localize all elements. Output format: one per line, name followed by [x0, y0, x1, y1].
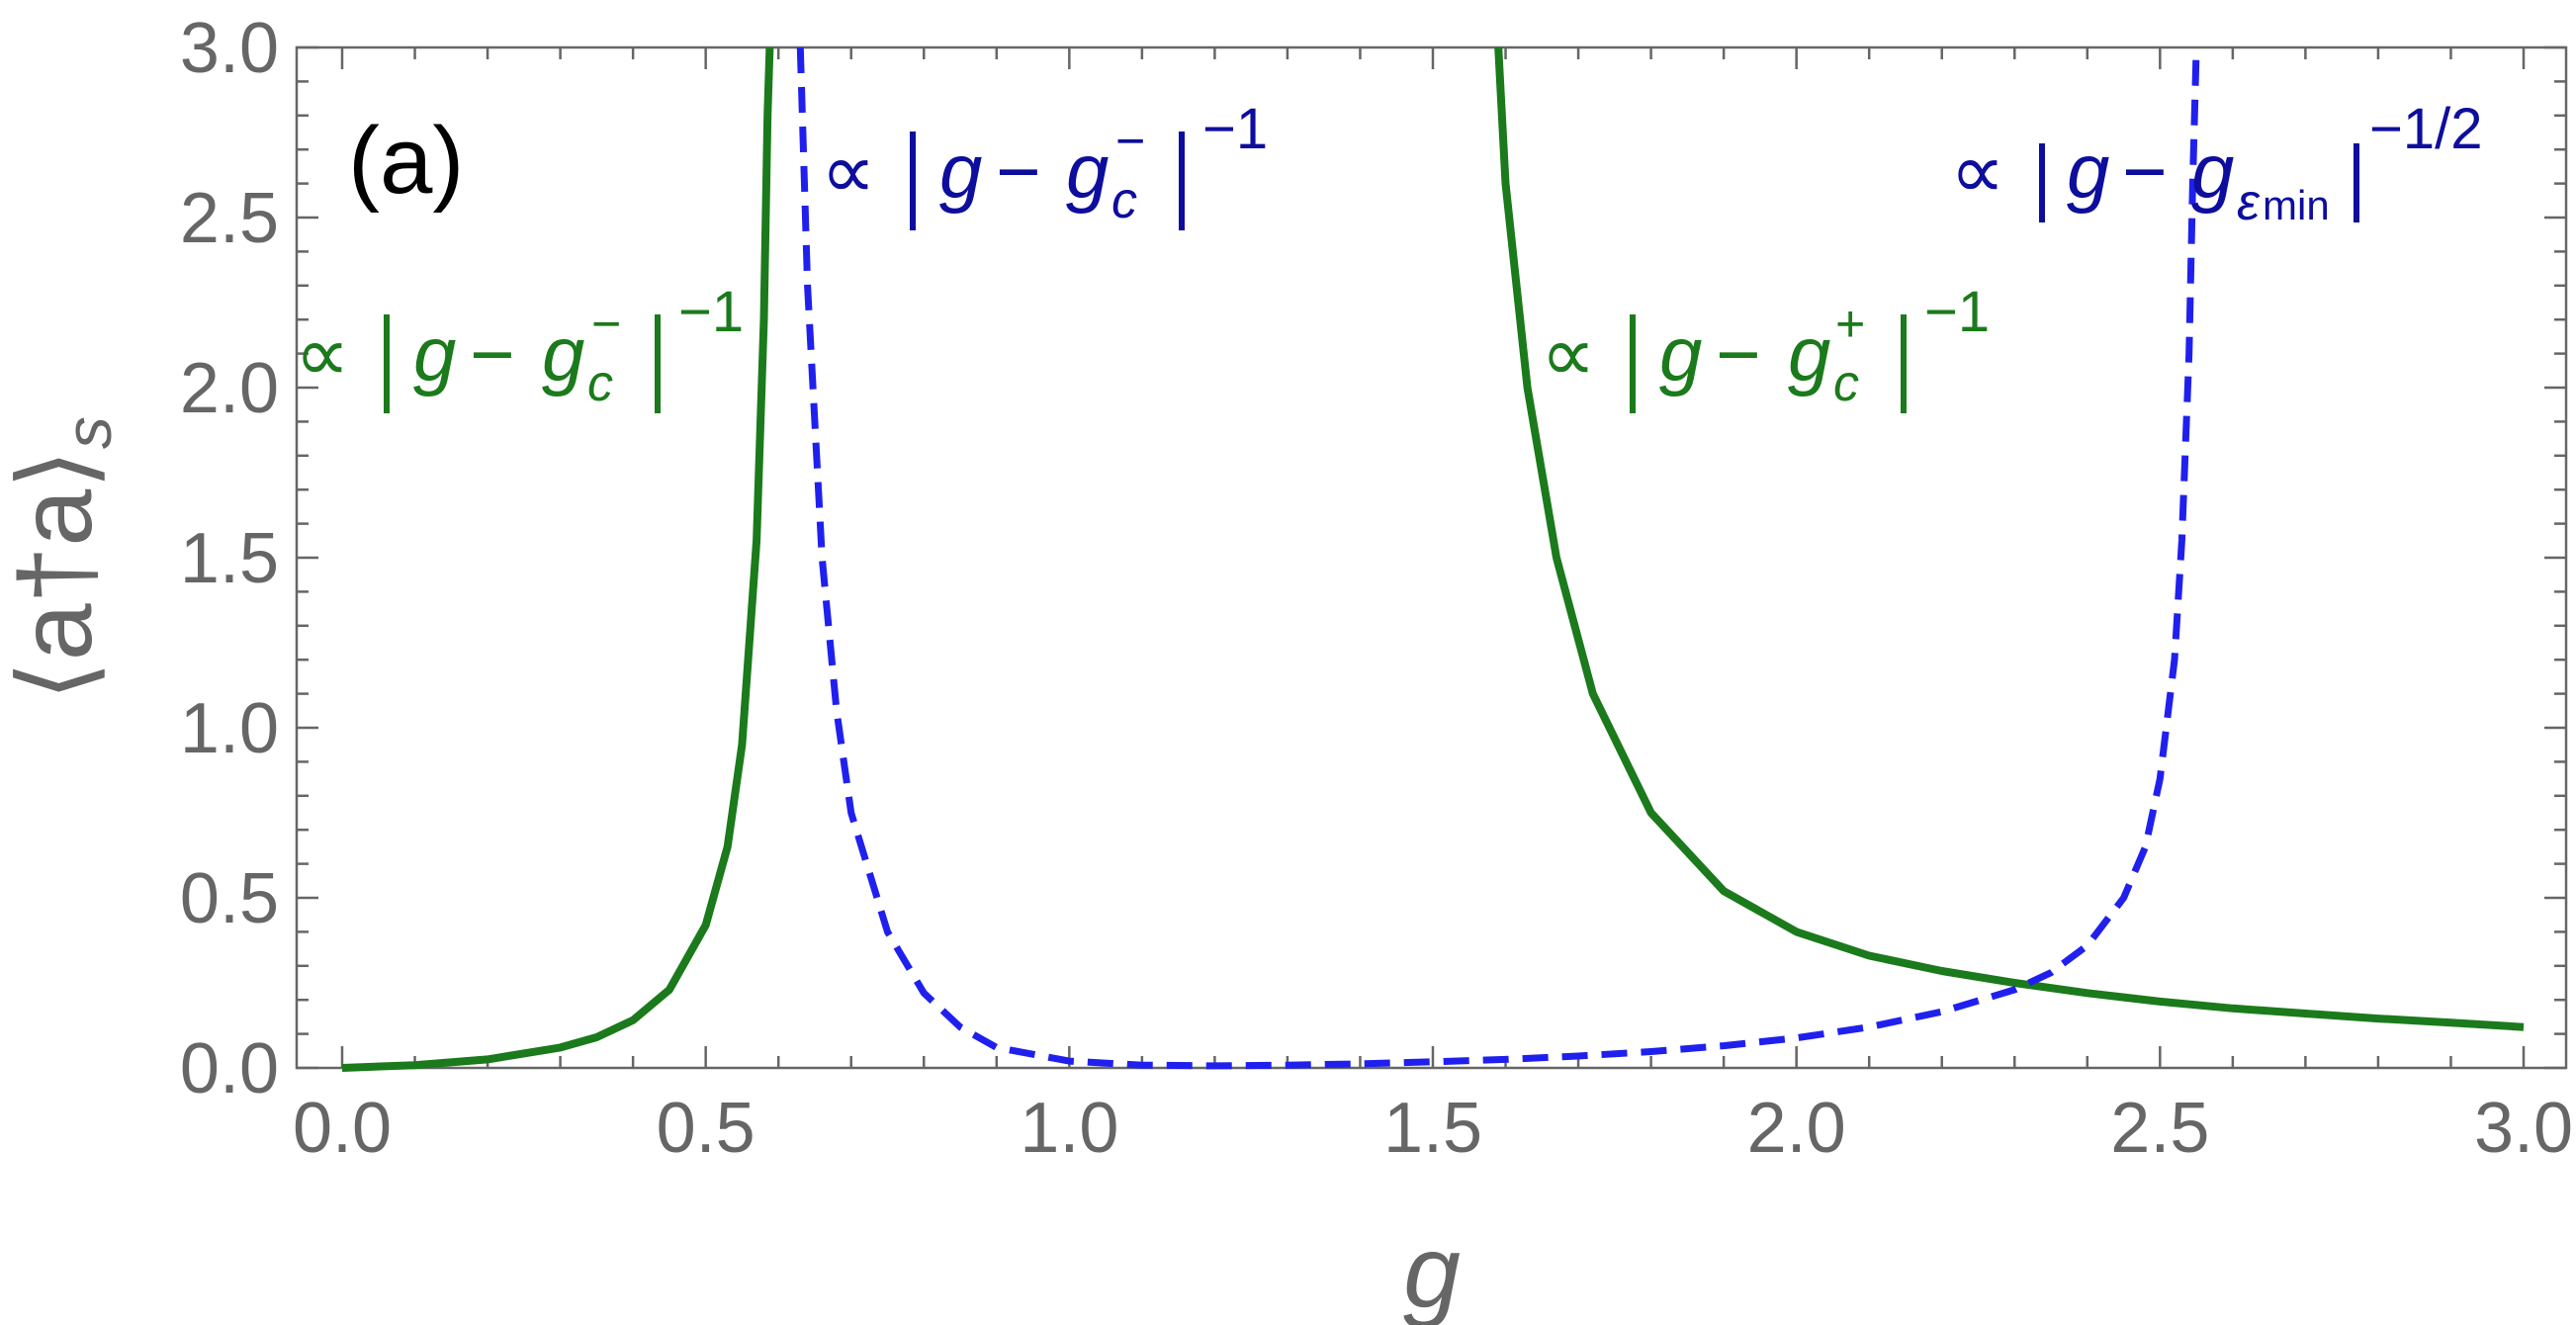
annotation-blue-right: ∝ g − g ε min −1/2	[1950, 97, 2483, 231]
annotation-green-left-sub: c	[587, 355, 613, 412]
annotation-blue-left-var: g	[939, 128, 982, 215]
annotation-blue-left-sup: −	[1115, 113, 1145, 170]
y-tick-label: 0.5	[180, 859, 279, 938]
annotation-green-right-minus: −	[1716, 310, 1761, 398]
annotation-green-left-bar-left	[384, 314, 390, 413]
annotation-blue-right-sym: g	[2191, 128, 2234, 215]
annotation-green-left-prop: ∝	[295, 310, 350, 398]
annotation-green-left-var: g	[413, 310, 456, 398]
annotation-green-right-prop: ∝	[1541, 310, 1596, 398]
annotation-blue-left-prop: ∝	[821, 128, 876, 215]
x-tick-label: 0.5	[657, 1089, 755, 1168]
annotation-green-right-exp: −1	[1924, 280, 1990, 344]
annotation-blue-left-sym: g	[1066, 128, 1109, 215]
x-tick-label: 2.0	[1747, 1089, 1846, 1168]
annotation-blue-left-bar-left	[910, 132, 916, 230]
y-axis-title-sub: s	[51, 416, 125, 449]
y-axis-title-main: ⟨a†a⟩	[0, 449, 114, 701]
x-tick-label: 1.5	[1383, 1089, 1482, 1168]
x-tick-label: 3.0	[2474, 1089, 2573, 1168]
annotation-blue-right-var: g	[2067, 128, 2109, 215]
annotation-green-right-sym: g	[1788, 310, 1830, 398]
curves	[341, 46, 2525, 1072]
tick-labels: 0.0 0.5 1.0 1.5 2.0 2.5 3.0 0.0 0.5 1.0 1.5 2.0 2.5 3…	[180, 9, 2573, 1168]
annotation-blue-left-minus: −	[996, 128, 1041, 215]
annotation-blue-left: ∝ g − g c − −1	[821, 97, 1268, 230]
ticks	[297, 45, 2566, 1070]
annotation-green-right-bar-left	[1630, 314, 1636, 413]
annotation-green-left-minus: −	[470, 310, 515, 398]
annotation-green-left-sup: −	[591, 296, 621, 353]
annotation-blue-right-bar-left	[2039, 143, 2045, 222]
annotation-green-left-sym: g	[542, 310, 584, 398]
annotation-blue-right-prop: ∝	[1950, 128, 2005, 215]
annotation-green-right-bar-right	[1901, 314, 1907, 413]
blue-dashed-curve-segment-0	[796, 46, 2200, 1070]
x-tick-label: 2.5	[2110, 1089, 2209, 1168]
annotation-blue-left-sub: c	[1111, 172, 1137, 229]
annotation-blue-right-minus: −	[2122, 128, 2168, 215]
annotation-green-right: ∝ g − g c + −1	[1541, 280, 1990, 413]
y-tick-label: 3.0	[180, 9, 279, 88]
annotation-blue-right-exp: −1/2	[2369, 97, 2483, 161]
y-tick-label: 2.0	[180, 349, 279, 428]
annotation-blue-right-bar-right	[2354, 143, 2359, 222]
x-axis-title: g	[1403, 1215, 1461, 1325]
annotation-green-left-exp: −1	[678, 280, 744, 344]
annotation-green-left-bar-right	[655, 314, 661, 413]
annotation-blue-left-exp: −1	[1202, 97, 1268, 161]
annotation-blue-left-bar-right	[1179, 132, 1185, 230]
panel-label: (a)	[348, 108, 464, 214]
annotation-blue-right-sub-greek: ε	[2237, 174, 2261, 231]
green-solid-curve-segment-0	[341, 46, 774, 1072]
annotation-green-right-sup: +	[1835, 296, 1865, 353]
annotation-green-right-var: g	[1659, 310, 1702, 398]
y-tick-label: 2.5	[180, 179, 279, 258]
y-axis-title: ⟨a†a⟩s	[0, 416, 125, 701]
x-tick-label: 0.0	[293, 1089, 392, 1168]
y-tick-label: 0.0	[180, 1029, 279, 1108]
green-solid-curve-segment-1	[1494, 46, 2525, 1031]
x-tick-label: 1.0	[1020, 1089, 1118, 1168]
annotation-blue-right-sub-small: min	[2263, 182, 2330, 228]
y-tick-label: 1.0	[180, 689, 279, 768]
annotation-green-right-sub: c	[1833, 355, 1859, 412]
annotation-green-left: ∝ g − g c − −1	[295, 280, 744, 413]
y-tick-label: 1.5	[180, 519, 279, 598]
